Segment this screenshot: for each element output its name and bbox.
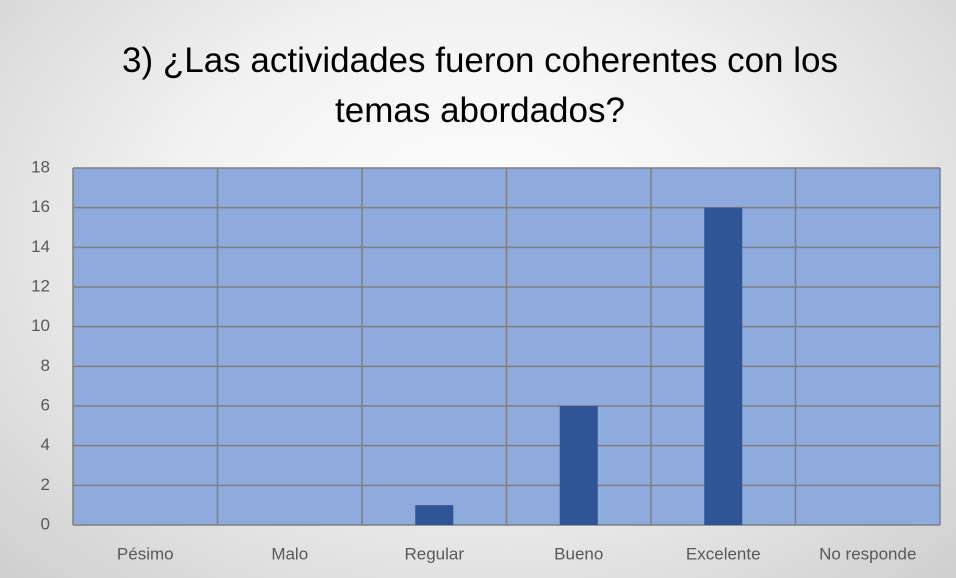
y-tick-label: 16: [31, 197, 50, 216]
y-tick-label: 14: [31, 237, 50, 256]
y-tick-label: 18: [31, 157, 50, 176]
y-tick-label: 12: [31, 276, 50, 295]
bar: [559, 406, 598, 525]
x-tick-label: Excelente: [686, 544, 761, 563]
bar: [704, 207, 743, 525]
y-tick-label: 6: [41, 395, 50, 414]
x-tick-label: Pésimo: [117, 544, 174, 563]
y-tick-label: 8: [41, 356, 50, 375]
y-tick-label: 4: [41, 435, 50, 454]
x-tick-label: Regular: [404, 544, 464, 563]
y-tick-label: 2: [41, 475, 50, 494]
x-tick-label: Bueno: [554, 544, 603, 563]
x-tick-label: Malo: [271, 544, 308, 563]
chart-title: 3) ¿Las actividades fueron coherentes co…: [122, 41, 838, 130]
y-tick-label: 10: [31, 316, 50, 335]
y-tick-label: 0: [41, 514, 50, 533]
bar: [415, 505, 454, 525]
x-tick-label: No responde: [819, 544, 916, 563]
